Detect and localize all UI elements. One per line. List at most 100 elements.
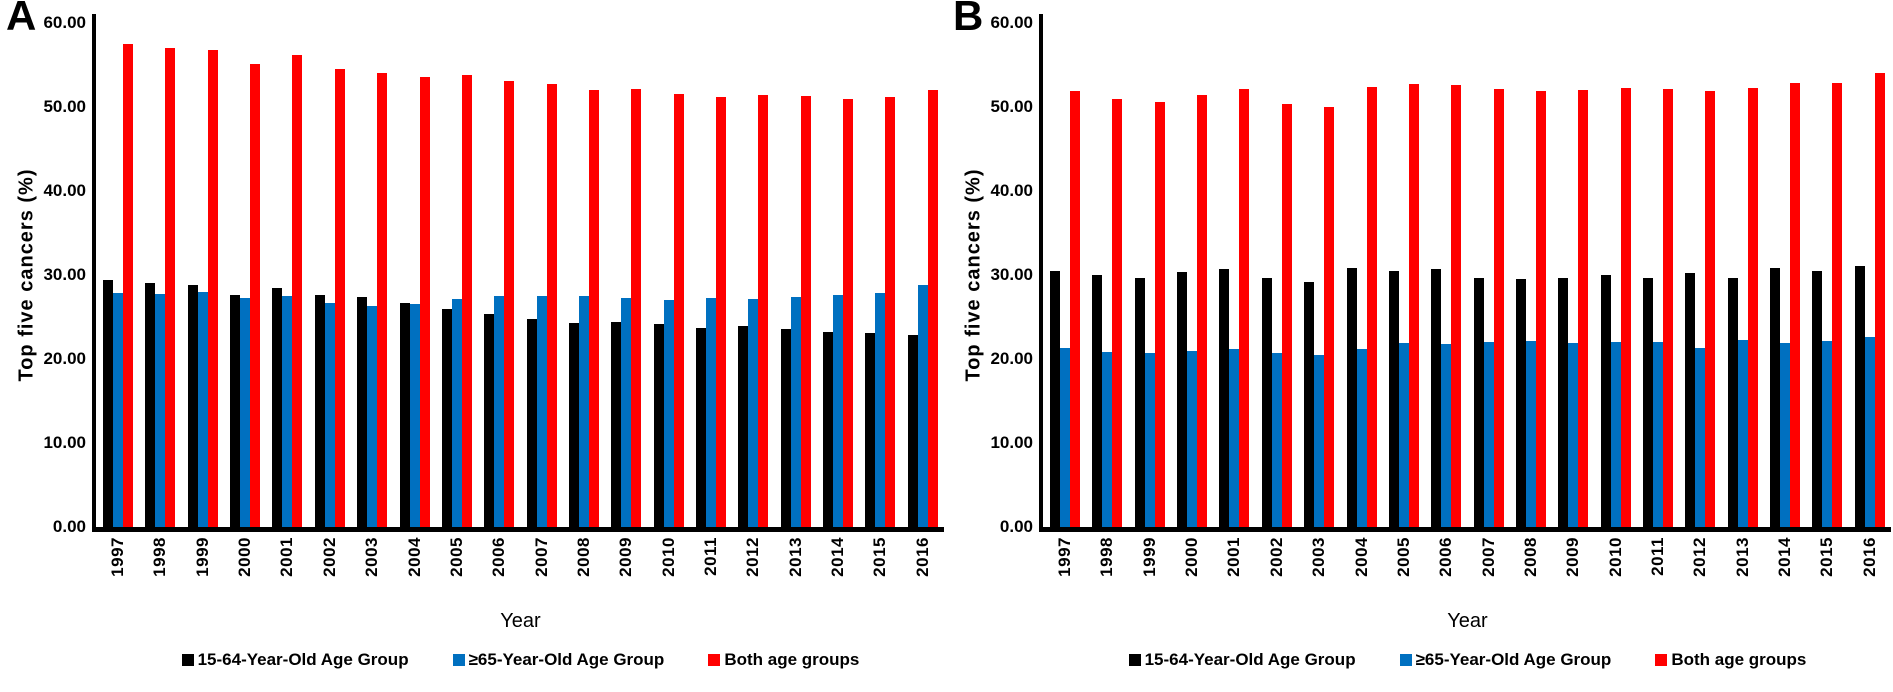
bar [1366, 86, 1377, 527]
bar [1578, 90, 1589, 527]
bar-group-2011 [696, 96, 727, 527]
bar [324, 302, 335, 527]
bar [1483, 342, 1494, 527]
x-tick-label-text: 2003 [362, 537, 382, 577]
bar [230, 295, 241, 527]
y-tick-label: 40.00 [43, 181, 86, 200]
bar-group-1999 [1134, 101, 1165, 527]
bar [1864, 337, 1875, 527]
bar [568, 322, 579, 527]
x-tick-label: 2004 [1347, 537, 1377, 609]
x-tick-label-text: 2000 [235, 537, 255, 577]
bar-group-2004 [399, 76, 430, 527]
legend-swatch-black [181, 654, 194, 666]
y-tick-label: 40.00 [990, 181, 1033, 200]
bar [145, 282, 156, 527]
bar [187, 285, 198, 527]
bar [1388, 270, 1399, 527]
x-tick-label: 2007 [1474, 537, 1504, 609]
x-tick-label: 2010 [654, 537, 684, 609]
bar [334, 69, 345, 527]
bar-group-2010 [653, 93, 684, 527]
bar-group-2008 [568, 90, 599, 527]
x-axis-labels: 1997 1998 1999 2000 2001 2002 2003 2004 2005 2006… [99, 537, 942, 609]
bar [696, 327, 707, 527]
bar-group-2005 [1388, 84, 1419, 527]
bar-group-2003 [1304, 107, 1335, 527]
x-tick-label: 2004 [400, 537, 430, 609]
bar [1643, 278, 1654, 527]
y-tick-label: 50.00 [43, 97, 86, 116]
y-tick-label: 60.00 [990, 13, 1033, 32]
plot-area [1046, 23, 1889, 527]
bar [1229, 348, 1240, 527]
x-axis-labels: 1997 1998 1999 2000 2001 2002 2003 2004 2005 2006… [1046, 537, 1889, 609]
legend-item: ≥65-Year-Old Age Group [452, 650, 664, 670]
x-axis-title: Year [500, 610, 541, 632]
bar [823, 332, 834, 527]
bar [1473, 277, 1484, 527]
bar-group-2010 [1600, 87, 1631, 527]
x-tick-label: 2001 [1219, 537, 1249, 609]
bar [155, 294, 166, 527]
bar [1324, 107, 1335, 527]
bar [758, 95, 769, 527]
bar [314, 295, 325, 527]
bar [240, 297, 251, 527]
panel-b-letter: B [953, 0, 985, 39]
bar-group-2015 [1812, 82, 1843, 527]
x-tick-label: 2006 [1431, 537, 1461, 609]
bar [588, 90, 599, 527]
bar [1685, 273, 1696, 527]
bar [1515, 279, 1526, 527]
bar [1451, 85, 1462, 527]
bar-group-2008 [1515, 91, 1546, 527]
bar [673, 93, 684, 527]
bar-group-1997 [1050, 91, 1080, 527]
bar [1144, 353, 1155, 527]
x-tick-label: 2009 [1558, 537, 1588, 609]
bar-group-2007 [1473, 89, 1504, 527]
x-tick-label-text: 2008 [1520, 537, 1540, 577]
x-tick-label-text: 1998 [150, 537, 170, 577]
y-tick-label: 0.00 [52, 517, 86, 536]
x-tick-label: 1997 [1050, 537, 1080, 609]
y-tick-label: 30.00 [43, 265, 86, 284]
bar [927, 90, 938, 527]
bar [272, 288, 283, 527]
bar [907, 334, 918, 527]
bar [1346, 268, 1357, 527]
legend-swatch-blue [1399, 654, 1412, 666]
bar [1314, 354, 1325, 527]
bar [833, 295, 844, 527]
legend-item: 15-64-Year-Old Age Group [1128, 650, 1356, 670]
bar [1535, 91, 1546, 527]
bar [1832, 82, 1843, 527]
bar [103, 280, 113, 527]
x-tick-label-text: 2006 [1436, 537, 1456, 577]
bar [165, 48, 176, 527]
bar [1261, 277, 1272, 527]
x-tick-label: 1999 [1135, 537, 1165, 609]
x-tick-label-text: 2005 [446, 537, 466, 577]
bar-group-2000 [230, 64, 261, 527]
x-tick-label: 2007 [527, 537, 557, 609]
bar-group-2013 [1727, 87, 1758, 527]
x-tick-label-text: 2002 [1266, 537, 1286, 577]
x-tick-label-text: 1997 [108, 537, 127, 577]
x-tick-label: 2015 [865, 537, 895, 609]
bar [780, 328, 791, 527]
x-tick-label: 1998 [1092, 537, 1122, 609]
bar [738, 326, 749, 527]
x-tick-label: 2010 [1601, 537, 1631, 609]
bar [1092, 275, 1103, 527]
bar-group-2016 [1854, 72, 1885, 527]
bar [1780, 343, 1791, 527]
bar-group-2002 [314, 69, 345, 527]
bar [1154, 101, 1165, 527]
legend-swatch-red [1655, 654, 1668, 666]
bar [207, 49, 218, 527]
x-tick-label-text: 2013 [785, 537, 805, 577]
bar [1610, 342, 1621, 527]
bar [1134, 277, 1145, 527]
